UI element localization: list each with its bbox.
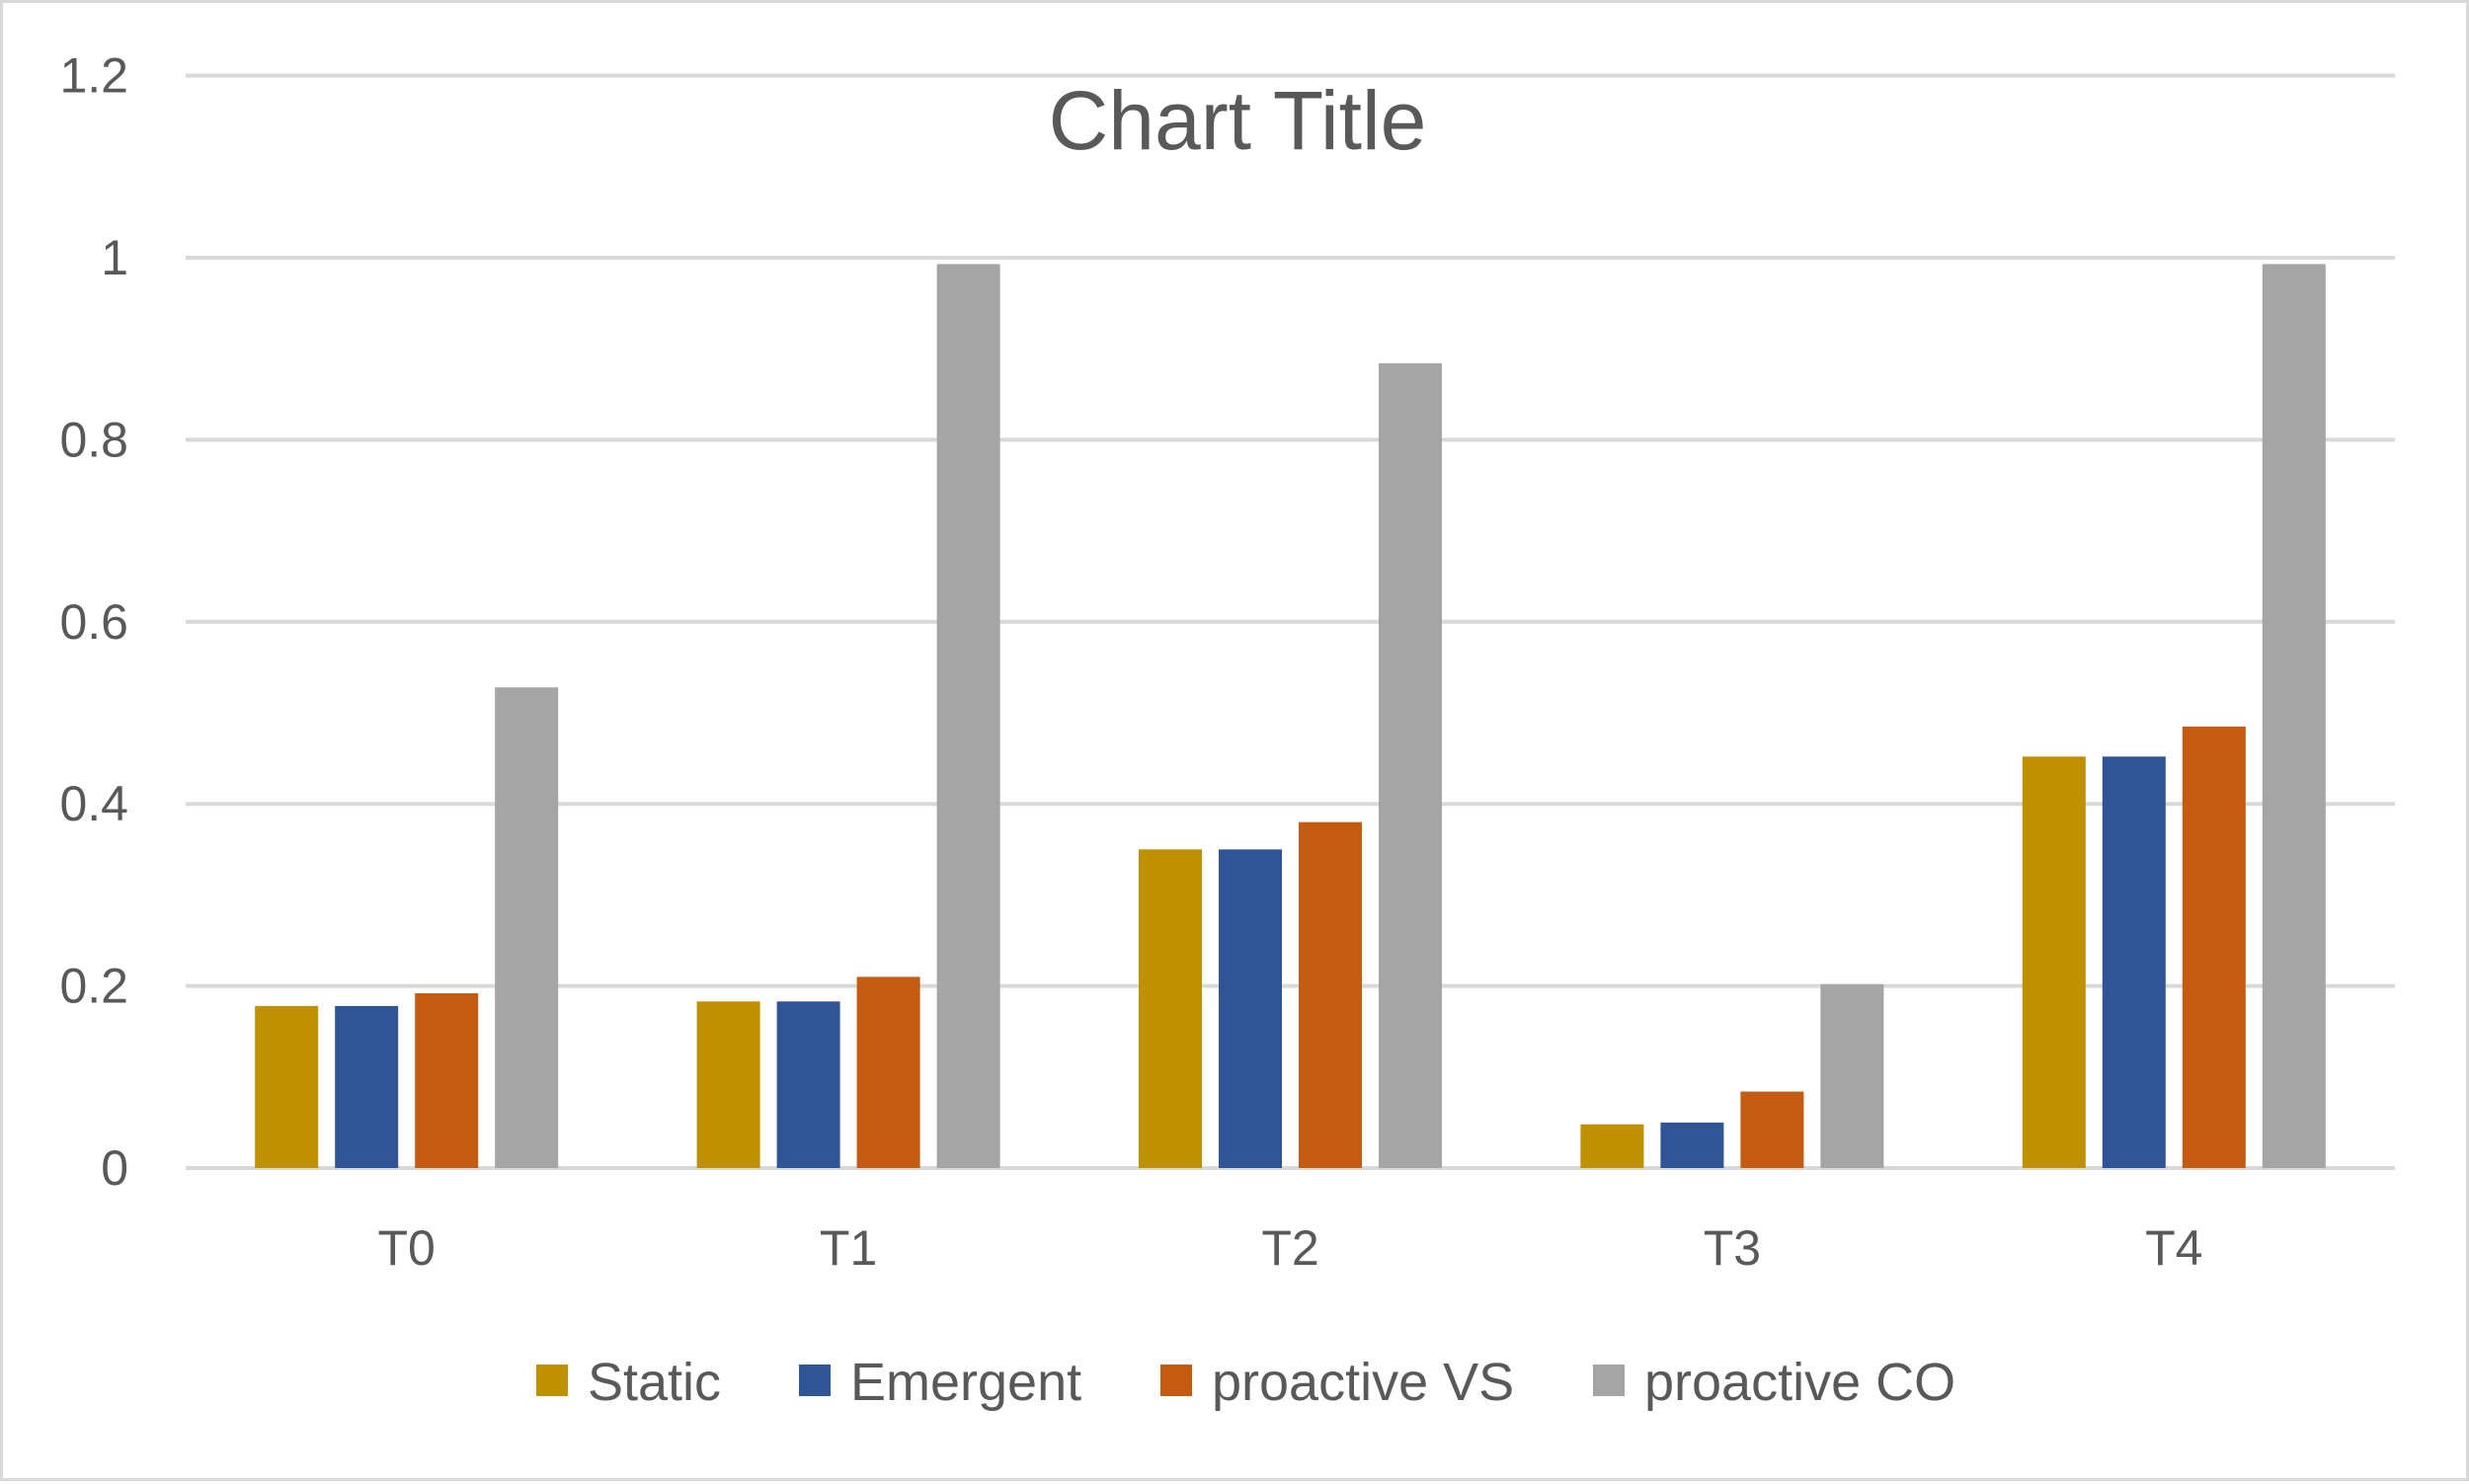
bar-proactive-co-t3	[1820, 983, 1884, 1168]
bar-emergent-t4	[2102, 756, 2166, 1168]
bar-static-t2	[1139, 849, 1202, 1168]
legend-label-emergent: Emergent	[850, 1353, 1081, 1412]
bar-static-t0	[255, 1005, 319, 1168]
y-tick-label: 0.8	[59, 412, 128, 467]
x-tick-label-t3: T3	[1704, 1220, 1761, 1276]
bar-static-t4	[2022, 756, 2086, 1168]
legend-label-static: Static	[588, 1353, 721, 1412]
y-tick-label: 0	[101, 1140, 128, 1196]
y-tick-label: 0.2	[59, 959, 128, 1014]
bar-proactive-vs-t2	[1299, 821, 1362, 1168]
x-tick-label-t1: T1	[820, 1220, 877, 1276]
bar-proactive-co-t4	[2262, 264, 2326, 1169]
bar-proactive-vs-t4	[2182, 726, 2246, 1168]
bar-chart: Chart Title 0 0.2 0.4 0.6 0.8 1 1.2 T0 T1 T2 T3 T4…	[59, 48, 2395, 1412]
y-tick-label: 0.6	[59, 594, 128, 650]
y-tick-label: 0.4	[59, 776, 128, 831]
x-tick-label-t0: T0	[378, 1220, 436, 1276]
bar-emergent-t1	[776, 1001, 840, 1168]
bar-proactive-vs-t0	[415, 992, 479, 1168]
y-axis-tick-labels: 0 0.2 0.4 0.6 0.8 1 1.2	[59, 48, 128, 1196]
y-tick-label: 1	[101, 230, 128, 285]
y-tick-label: 1.2	[59, 48, 128, 104]
legend-swatch-proactive-vs	[1160, 1365, 1192, 1396]
legend: Static Emergent proactive VS proactive CO	[536, 1353, 1955, 1412]
x-tick-label-t4: T4	[2145, 1220, 2202, 1276]
bar-static-t1	[696, 1001, 760, 1168]
legend-swatch-proactive-co	[1593, 1365, 1625, 1396]
legend-swatch-emergent	[799, 1365, 831, 1396]
bar-emergent-t2	[1219, 849, 1282, 1168]
bar-emergent-t3	[1660, 1122, 1724, 1168]
legend-swatch-static	[536, 1365, 568, 1396]
legend-label-proactive-co: proactive CO	[1644, 1353, 1955, 1412]
chart-title: Chart Title	[1049, 74, 1427, 167]
bar-static-t3	[1580, 1124, 1644, 1168]
bar-proactive-vs-t1	[856, 976, 920, 1168]
bar-proactive-co-t0	[495, 687, 559, 1168]
bar-emergent-t0	[335, 1005, 399, 1168]
x-axis-tick-labels: T0 T1 T2 T3 T4	[378, 1220, 2203, 1276]
bar-proactive-co-t2	[1379, 362, 1442, 1168]
x-tick-label-t2: T2	[1261, 1220, 1318, 1276]
bar-proactive-co-t1	[936, 264, 1000, 1169]
bars	[255, 264, 2326, 1169]
bar-proactive-vs-t3	[1740, 1091, 1804, 1168]
legend-label-proactive-vs: proactive VS	[1212, 1353, 1514, 1412]
